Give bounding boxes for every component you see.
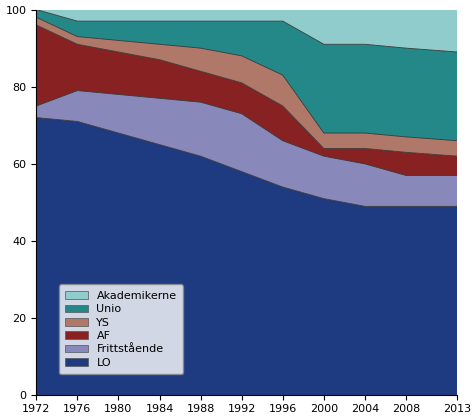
Legend: Akademikerne, Unio, YS, AF, Frittstående, LO: Akademikerne, Unio, YS, AF, Frittstående… <box>59 284 183 374</box>
